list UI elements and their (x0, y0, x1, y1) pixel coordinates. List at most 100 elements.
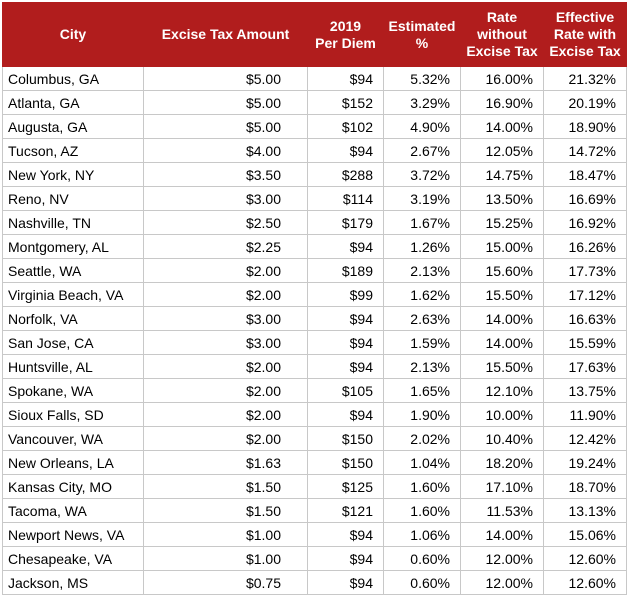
table-row: Augusta, GA $5.00 $102 4.90% 14.00% 18.90% (2, 114, 627, 139)
city-cell: Huntsville, AL (2, 354, 144, 379)
table-row: Kansas City, MO $1.50 $125 1.60% 17.10% 18.70… (2, 474, 627, 499)
per-diem-cell: $94 (307, 138, 384, 163)
estimated-percent-cell: 4.90% (383, 114, 461, 139)
table-row: Atlanta, GA $5.00 $152 3.29% 16.90% 20.19% (2, 90, 627, 115)
city-cell: Spokane, WA (2, 378, 144, 403)
city-cell: Norfolk, VA (2, 306, 144, 331)
excise-tax-cell: $1.63 (143, 450, 308, 475)
table-row: Sioux Falls, SD $2.00 $94 1.90% 10.00% 11.90% (2, 402, 627, 427)
excise-tax-cell: $3.00 (143, 330, 308, 355)
excise-tax-cell: $1.50 (143, 474, 308, 499)
excise-tax-cell: $5.00 (143, 66, 308, 91)
city-cell: Tucson, AZ (2, 138, 144, 163)
effective-rate-cell: 12.60% (543, 570, 627, 595)
city-cell: Tacoma, WA (2, 498, 144, 523)
estimated-percent-cell: 1.26% (383, 234, 461, 259)
effective-rate-cell: 12.60% (543, 546, 627, 571)
effective-rate-cell: 13.75% (543, 378, 627, 403)
city-cell: Reno, NV (2, 186, 144, 211)
table-row: Reno, NV $3.00 $114 3.19% 13.50% 16.69% (2, 186, 627, 211)
city-cell: Nashville, TN (2, 210, 144, 235)
effective-rate-cell: 16.26% (543, 234, 627, 259)
rate-without-tax-cell: 14.00% (460, 306, 544, 331)
effective-rate-cell: 17.73% (543, 258, 627, 283)
rate-without-tax-cell: 10.00% (460, 402, 544, 427)
estimated-percent-cell: 1.90% (383, 402, 461, 427)
excise-tax-cell: $2.25 (143, 234, 308, 259)
rate-without-tax-cell: 10.40% (460, 426, 544, 451)
estimated-percent-cell: 3.72% (383, 162, 461, 187)
rate-without-tax-cell: 14.75% (460, 162, 544, 187)
table-body: Columbus, GA $5.00 $94 5.32% 16.00% 21.32% Atl… (2, 66, 627, 595)
estimated-percent-cell: 1.65% (383, 378, 461, 403)
per-diem-cell: $94 (307, 66, 384, 91)
excise-tax-cell: $2.00 (143, 282, 308, 307)
estimated-percent-cell: 2.67% (383, 138, 461, 163)
city-cell: Seattle, WA (2, 258, 144, 283)
table-row: Montgomery, AL $2.25 $94 1.26% 15.00% 16.26% (2, 234, 627, 259)
excise-tax-cell: $0.75 (143, 570, 308, 595)
table-row: Columbus, GA $5.00 $94 5.32% 16.00% 21.32% (2, 66, 627, 91)
per-diem-cell: $94 (307, 522, 384, 547)
estimated-percent-cell: 1.59% (383, 330, 461, 355)
effective-rate-cell: 15.59% (543, 330, 627, 355)
excise-tax-cell: $2.00 (143, 258, 308, 283)
effective-rate-cell: 13.13% (543, 498, 627, 523)
city-cell: Sioux Falls, SD (2, 402, 144, 427)
per-diem-cell: $105 (307, 378, 384, 403)
rate-without-tax-cell: 14.00% (460, 330, 544, 355)
table-row: Tucson, AZ $4.00 $94 2.67% 12.05% 14.72% (2, 138, 627, 163)
header-per-diem: 2019 Per Diem (307, 2, 384, 67)
table-row: Chesapeake, VA $1.00 $94 0.60% 12.00% 12.60% (2, 546, 627, 571)
excise-tax-cell: $2.00 (143, 354, 308, 379)
table-header: City Excise Tax Amount 2019 Per Diem Estimat… (2, 2, 627, 67)
rate-without-tax-cell: 12.00% (460, 570, 544, 595)
estimated-percent-cell: 1.60% (383, 498, 461, 523)
per-diem-cell: $121 (307, 498, 384, 523)
estimated-percent-cell: 2.13% (383, 258, 461, 283)
excise-tax-cell: $2.50 (143, 210, 308, 235)
tax-table-container: City Excise Tax Amount 2019 Per Diem Estimat… (2, 2, 627, 595)
per-diem-cell: $94 (307, 546, 384, 571)
rate-without-tax-cell: 16.90% (460, 90, 544, 115)
rate-without-tax-cell: 15.60% (460, 258, 544, 283)
per-diem-cell: $114 (307, 186, 384, 211)
estimated-percent-cell: 3.29% (383, 90, 461, 115)
rate-without-tax-cell: 13.50% (460, 186, 544, 211)
excise-tax-cell: $3.00 (143, 186, 308, 211)
city-cell: Kansas City, MO (2, 474, 144, 499)
estimated-percent-cell: 1.04% (383, 450, 461, 475)
table-row: Virginia Beach, VA $2.00 $99 1.62% 15.50% 17.… (2, 282, 627, 307)
header-effective-rate: Effective Rate with Excise Tax (543, 2, 627, 67)
per-diem-cell: $125 (307, 474, 384, 499)
per-diem-cell: $152 (307, 90, 384, 115)
excise-tax-cell: $2.00 (143, 402, 308, 427)
excise-tax-table: City Excise Tax Amount 2019 Per Diem Estimat… (2, 2, 627, 595)
excise-tax-cell: $3.00 (143, 306, 308, 331)
rate-without-tax-cell: 17.10% (460, 474, 544, 499)
effective-rate-cell: 12.42% (543, 426, 627, 451)
estimated-percent-cell: 1.60% (383, 474, 461, 499)
city-cell: San Jose, CA (2, 330, 144, 355)
estimated-percent-cell: 2.63% (383, 306, 461, 331)
table-row: Nashville, TN $2.50 $179 1.67% 15.25% 16.92% (2, 210, 627, 235)
per-diem-cell: $94 (307, 402, 384, 427)
rate-without-tax-cell: 15.25% (460, 210, 544, 235)
excise-tax-cell: $5.00 (143, 90, 308, 115)
rate-without-tax-cell: 16.00% (460, 66, 544, 91)
effective-rate-cell: 18.47% (543, 162, 627, 187)
rate-without-tax-cell: 15.50% (460, 354, 544, 379)
rate-without-tax-cell: 14.00% (460, 114, 544, 139)
effective-rate-cell: 21.32% (543, 66, 627, 91)
effective-rate-cell: 16.69% (543, 186, 627, 211)
table-row: Jackson, MS $0.75 $94 0.60% 12.00% 12.60% (2, 570, 627, 595)
per-diem-cell: $189 (307, 258, 384, 283)
excise-tax-cell: $2.00 (143, 426, 308, 451)
effective-rate-cell: 17.12% (543, 282, 627, 307)
per-diem-cell: $94 (307, 354, 384, 379)
estimated-percent-cell: 0.60% (383, 570, 461, 595)
city-cell: Chesapeake, VA (2, 546, 144, 571)
per-diem-cell: $288 (307, 162, 384, 187)
city-cell: Montgomery, AL (2, 234, 144, 259)
table-row: Norfolk, VA $3.00 $94 2.63% 14.00% 16.63% (2, 306, 627, 331)
